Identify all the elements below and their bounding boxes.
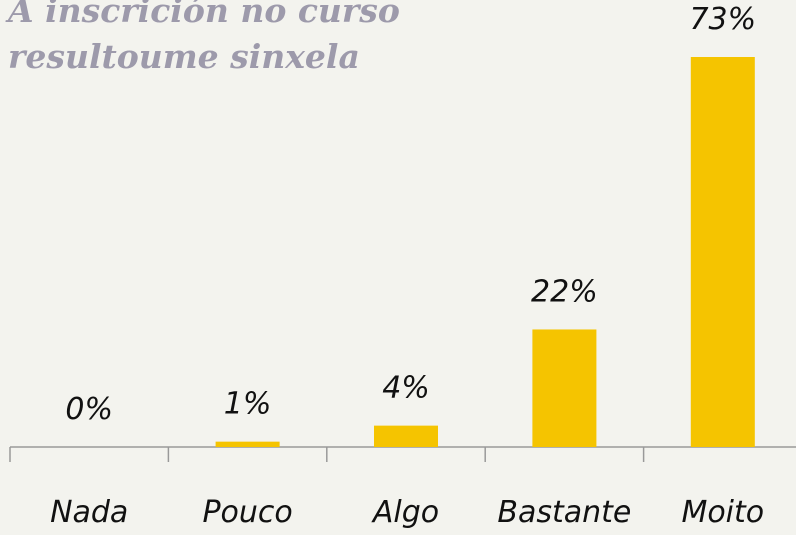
data-label: 1%: [224, 387, 272, 422]
data-label: 0%: [65, 392, 113, 427]
x-tick-label: Nada: [50, 495, 128, 530]
data-label: 4%: [382, 371, 430, 406]
bar: [215, 441, 280, 447]
data-label: 73%: [689, 2, 756, 37]
x-tick-label: Pouco: [202, 495, 292, 530]
chart-title: A inscrición no curso resultoume sinxela: [8, 0, 400, 76]
x-tick-label: Algo: [371, 495, 439, 530]
x-tick-label: Moito: [681, 495, 764, 530]
bar: [690, 57, 755, 447]
bar: [374, 425, 438, 447]
data-label: 22%: [531, 274, 598, 309]
bar: [532, 329, 597, 447]
x-tick-label: Bastante: [497, 495, 631, 530]
